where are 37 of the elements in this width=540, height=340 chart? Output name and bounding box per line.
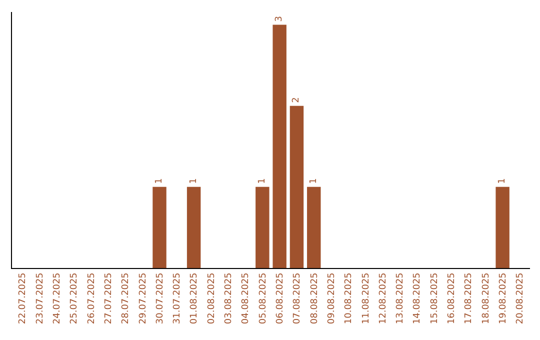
data-label: 1: [498, 178, 508, 184]
x-tick-label: 14.08.2025: [412, 272, 423, 324]
x-tick-label: 17.08.2025: [464, 272, 474, 324]
data-label: 1: [308, 178, 319, 184]
data-label: 3: [274, 16, 285, 22]
x-tick-label: 28.07.2025: [121, 272, 132, 324]
x-tick-label: 25.07.2025: [70, 272, 80, 324]
x-tick-label: 03.08.2025: [224, 272, 234, 324]
x-tick-label: 18.08.2025: [481, 272, 492, 324]
x-tick-label: 01.08.2025: [190, 272, 200, 324]
x-tick-label: 11.08.2025: [361, 272, 372, 324]
x-tick-label: 08.08.2025: [310, 272, 320, 324]
x-tick-label: 10.08.2025: [344, 272, 354, 324]
x-tick-label: 26.07.2025: [86, 272, 97, 324]
x-tick-label: 19.08.2025: [498, 272, 508, 324]
x-tick-label: 29.07.2025: [138, 272, 148, 324]
x-tick-label: 06.08.2025: [276, 272, 286, 324]
x-tick-label: 22.07.2025: [18, 272, 28, 324]
x-tick-label: 13.08.2025: [396, 272, 406, 324]
x-tick-label: 04.08.2025: [241, 272, 252, 324]
data-label: 1: [188, 178, 199, 184]
x-tick-label: 15.08.2025: [430, 272, 440, 324]
x-tick-label: 07.08.2025: [292, 272, 303, 324]
x-tick-label: 27.07.2025: [104, 272, 114, 324]
x-tick-label: 24.07.2025: [52, 272, 63, 324]
x-tick-label: 30.07.2025: [155, 272, 166, 324]
x-tick-label: 31.07.2025: [172, 272, 183, 324]
x-tick-label: 05.08.2025: [258, 272, 268, 324]
x-tick-label: 02.08.2025: [206, 272, 217, 324]
x-tick-label: 16.08.2025: [447, 272, 458, 324]
data-label: 1: [154, 178, 165, 184]
data-label: 2: [292, 97, 302, 103]
x-tick-label: 12.08.2025: [378, 272, 388, 324]
x-tick-label: 20.08.2025: [516, 272, 526, 324]
x-tick-label: 09.08.2025: [326, 272, 337, 324]
x-tick-label: 23.07.2025: [35, 272, 46, 324]
data-label: 1: [257, 178, 268, 184]
